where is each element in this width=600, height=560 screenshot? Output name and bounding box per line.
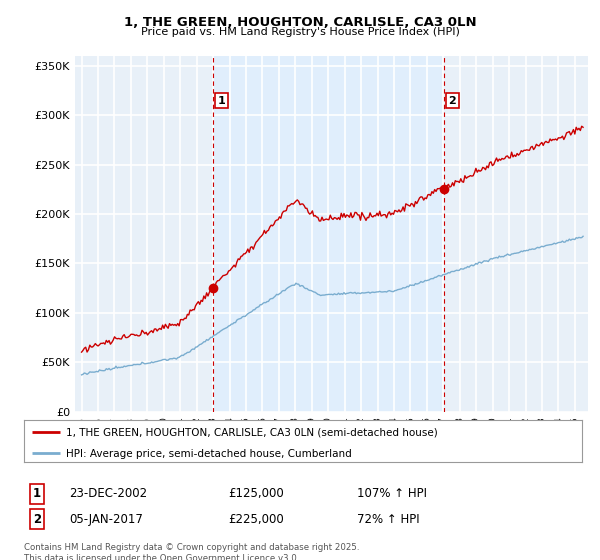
Text: 2: 2 <box>33 512 41 526</box>
Text: 1: 1 <box>33 487 41 501</box>
Text: 1, THE GREEN, HOUGHTON, CARLISLE, CA3 0LN: 1, THE GREEN, HOUGHTON, CARLISLE, CA3 0L… <box>124 16 476 29</box>
Text: HPI: Average price, semi-detached house, Cumberland: HPI: Average price, semi-detached house,… <box>66 449 352 459</box>
Bar <box>212 56 443 412</box>
Text: 1, THE GREEN, HOUGHTON, CARLISLE, CA3 0LN (semi-detached house): 1, THE GREEN, HOUGHTON, CARLISLE, CA3 0L… <box>66 428 437 437</box>
Text: 107% ↑ HPI: 107% ↑ HPI <box>357 487 427 501</box>
Text: 72% ↑ HPI: 72% ↑ HPI <box>357 512 419 526</box>
Text: 05-JAN-2017: 05-JAN-2017 <box>69 512 143 526</box>
Text: Price paid vs. HM Land Registry's House Price Index (HPI): Price paid vs. HM Land Registry's House … <box>140 27 460 37</box>
Text: 2: 2 <box>449 96 457 105</box>
Text: Contains HM Land Registry data © Crown copyright and database right 2025.
This d: Contains HM Land Registry data © Crown c… <box>24 543 359 560</box>
Text: 23-DEC-2002: 23-DEC-2002 <box>69 487 147 501</box>
Text: £125,000: £125,000 <box>228 487 284 501</box>
Text: £225,000: £225,000 <box>228 512 284 526</box>
Text: 1: 1 <box>218 96 226 105</box>
